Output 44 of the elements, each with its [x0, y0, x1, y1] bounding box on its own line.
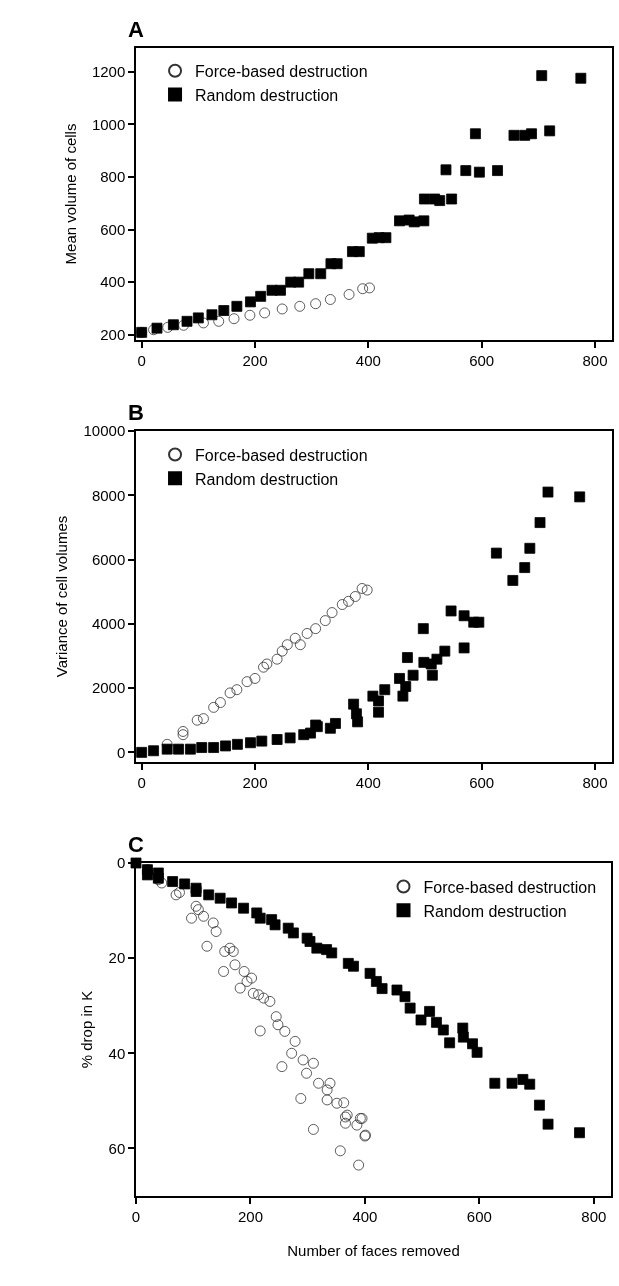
y-tick-label: 40	[108, 1044, 126, 1062]
x-axis-title: Number of faces removed	[287, 1242, 460, 1260]
chart-title: B	[128, 400, 144, 425]
x-tick-label: 0	[137, 351, 146, 369]
y-tick-label: 800	[100, 168, 126, 186]
y-tick-label: 10000	[83, 422, 126, 440]
legend-label: Random destruction	[423, 902, 567, 920]
x-tick-label: 800	[582, 351, 608, 369]
y-tick-label: 1200	[91, 62, 126, 80]
x-tick-label: 600	[466, 1207, 492, 1225]
x-tick-label: 800	[581, 1207, 607, 1225]
x-tick-label: 200	[242, 773, 268, 791]
x-tick-label: 200	[242, 351, 268, 369]
x-tick-label: 400	[355, 351, 381, 369]
chart-title: A	[128, 17, 144, 42]
y-tick-label: 0	[116, 743, 126, 761]
y-tick-label: 600	[100, 220, 126, 238]
legend-label: Random destruction	[195, 470, 339, 488]
y-tick-label: 200	[100, 325, 126, 343]
x-tick-label: 0	[137, 773, 146, 791]
y-tick-label: 20	[108, 949, 126, 967]
legend-label: Force-based destruction	[423, 878, 597, 896]
y-axis-title: Mean volume of cells	[61, 123, 79, 265]
y-tick-label: 0	[116, 854, 126, 872]
legend-label: Random destruction	[195, 86, 339, 104]
legend-label: Force-based destruction	[195, 446, 368, 464]
legend-label: Force-based destruction	[195, 62, 368, 80]
x-tick-label: 0	[131, 1207, 141, 1225]
x-tick-label: 400	[352, 1207, 378, 1225]
y-tick-label: 8000	[91, 486, 126, 504]
y-tick-label: 60	[108, 1139, 126, 1157]
y-tick-label: 4000	[91, 615, 126, 633]
x-tick-label: 600	[469, 773, 495, 791]
x-tick-label: 600	[469, 351, 495, 369]
x-tick-label: 800	[582, 773, 608, 791]
y-tick-label: 400	[100, 273, 126, 291]
y-axis-title: Variance of cell volumes	[53, 515, 71, 678]
y-axis-title: % drop in K	[78, 990, 96, 1069]
y-tick-label: 2000	[91, 679, 126, 697]
x-tick-label: 200	[237, 1207, 263, 1225]
y-tick-label: 1000	[91, 115, 126, 133]
chart-title: C	[128, 832, 144, 857]
x-tick-label: 400	[355, 773, 381, 791]
y-tick-label: 6000	[91, 550, 126, 568]
